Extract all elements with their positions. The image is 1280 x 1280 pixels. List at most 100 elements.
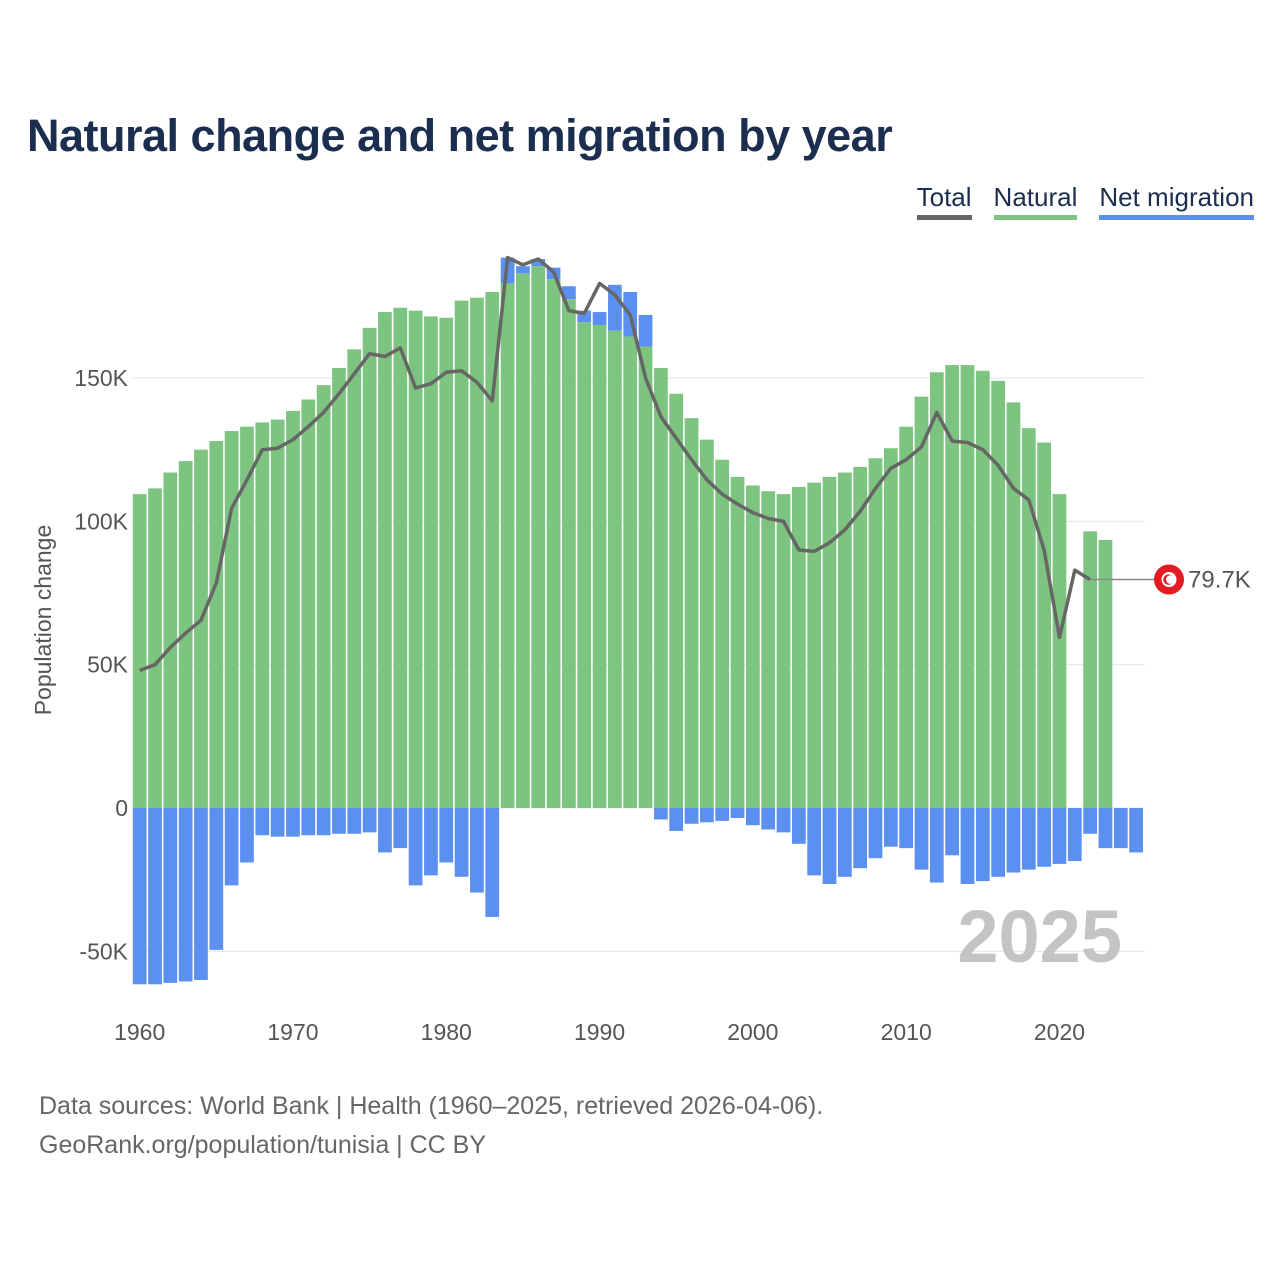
natural-bar (730, 476, 745, 808)
net-migration-bar (270, 808, 285, 837)
net-migration-bar (761, 808, 776, 830)
natural-bar (316, 385, 331, 808)
net-migration-bar (700, 808, 714, 823)
net-migration-bar (148, 808, 162, 985)
net-migration-bar (853, 808, 868, 869)
net-migration-bar (1021, 808, 1036, 870)
footer-link[interactable]: GeoRank.org/population/tunisia | CC BY (39, 1131, 487, 1159)
net-migration-bar (837, 808, 852, 877)
net-migration-bar (577, 310, 592, 323)
net-migration-bars (132, 257, 1143, 985)
x-tick-label: 1970 (267, 1019, 318, 1045)
natural-bar (945, 365, 960, 808)
legend-natural[interactable]: Natural (993, 182, 1078, 220)
net-migration-bar (516, 266, 530, 274)
net-migration-bar (1098, 808, 1113, 849)
net-migration-bar (531, 259, 546, 267)
net-migration-bar (638, 314, 653, 347)
x-tick-label: 1980 (421, 1019, 472, 1045)
net-migration-bar (608, 284, 622, 331)
chart-title: Natural change and net migration by year (27, 110, 893, 161)
natural-bar (424, 316, 438, 808)
natural-bar (837, 472, 852, 808)
natural-bar (700, 439, 714, 808)
y-axis-ticks: -50K 0 50K 100K 150K (74, 365, 128, 964)
natural-bar (270, 419, 285, 808)
x-tick-label: 2020 (1034, 1019, 1085, 1045)
net-migration-bar (868, 808, 883, 859)
net-migration-bar (1006, 808, 1021, 873)
x-tick-label: 2000 (727, 1019, 778, 1045)
net-migration-bar (746, 808, 760, 826)
y-tick-label: 0 (115, 795, 128, 821)
natural-bar (592, 324, 607, 808)
chart-legend: Total Natural Net migration (916, 182, 1254, 220)
y-tick-label: 50K (87, 652, 129, 678)
legend-net-migration[interactable]: Net migration (1099, 182, 1254, 220)
natural-bar (914, 396, 929, 808)
net-migration-bar (715, 808, 730, 821)
natural-bar (301, 399, 316, 808)
natural-bar (1083, 531, 1097, 808)
net-migration-bar (883, 808, 898, 847)
natural-bar (822, 476, 837, 808)
natural-bar (929, 372, 944, 808)
net-migration-bar (470, 808, 484, 893)
natural-bar (807, 482, 822, 808)
net-migration-bar (1067, 808, 1082, 862)
natural-bar (684, 418, 699, 808)
natural-bar (638, 346, 653, 808)
natural-bar (332, 367, 346, 808)
natural-bar (791, 486, 806, 808)
net-migration-bar (132, 808, 147, 985)
net-migration-bar (822, 808, 837, 884)
net-migration-bar (654, 808, 668, 820)
tunisia-flag-icon (1154, 564, 1184, 595)
natural-bars (132, 266, 1113, 809)
net-migration-bar (194, 808, 208, 980)
net-migration-bar (408, 808, 423, 886)
natural-bar (577, 322, 592, 808)
footer: Data sources: World Bank | Health (1960–… (39, 1087, 823, 1165)
natural-bar (255, 422, 270, 808)
natural-bar (148, 488, 162, 808)
legend-total[interactable]: Total (916, 182, 972, 220)
x-axis-ticks: 1960 1970 1980 1990 2000 2010 2020 (114, 1019, 1085, 1045)
natural-bar (654, 367, 668, 808)
natural-bar (362, 327, 377, 808)
natural-bar (1037, 442, 1051, 808)
net-migration-bar (240, 808, 254, 863)
natural-bar (194, 449, 208, 808)
last-value-label: 79.7K (1188, 567, 1251, 594)
net-migration-bar (899, 808, 914, 849)
natural-bar (500, 283, 515, 808)
natural-bar (546, 279, 561, 809)
net-migration-bar (975, 808, 990, 882)
net-migration-bar (286, 808, 300, 837)
net-migration-bar (1113, 808, 1128, 849)
net-migration-bar (669, 808, 684, 831)
net-migration-bar (178, 808, 193, 982)
natural-bar (623, 336, 638, 808)
net-migration-bar (439, 808, 454, 863)
year-watermark: 2025 (957, 895, 1122, 978)
natural-bar (715, 459, 730, 808)
x-tick-label: 1990 (574, 1019, 625, 1045)
net-migration-bar (730, 808, 745, 819)
net-migration-bar (776, 808, 791, 833)
net-migration-bar (485, 808, 500, 917)
net-migration-bar (914, 808, 929, 870)
net-migration-bar (1129, 808, 1143, 853)
natural-bar (975, 370, 990, 808)
net-migration-bar (424, 808, 438, 876)
chart-area: 2025 79.7K -50K 0 50K 100K 150K 1960 1970 1980… (30, 255, 1251, 1045)
net-migration-bar (224, 808, 239, 886)
natural-bar (531, 266, 546, 808)
footer-sources: Data sources: World Bank | Health (1960–… (39, 1092, 824, 1120)
natural-bar (853, 466, 868, 808)
net-migration-bar (562, 286, 576, 300)
x-tick-label: 2010 (881, 1019, 932, 1045)
natural-bar (883, 448, 898, 808)
net-migration-bar (454, 808, 469, 877)
natural-bar (408, 310, 423, 808)
